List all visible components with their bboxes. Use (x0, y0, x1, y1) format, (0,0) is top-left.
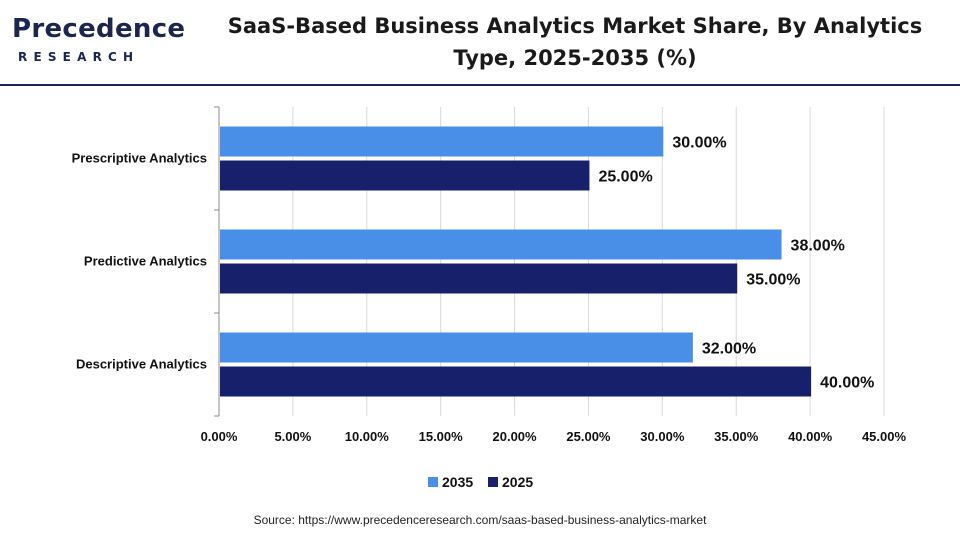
bar-2025 (220, 160, 590, 191)
x-tick-label: 35.00% (714, 429, 759, 444)
x-tick-label: 10.00% (345, 429, 390, 444)
chart-title-line-2: Type, 2025-2035 (%) (453, 46, 697, 70)
x-tick-label: 45.00% (862, 429, 907, 444)
bar-2035 (220, 229, 782, 260)
legend-label: 2025 (502, 474, 533, 490)
bar-2025 (220, 263, 738, 294)
brand-logo: Precedence RESEARCH (12, 12, 185, 68)
data-label: 30.00% (672, 135, 726, 152)
x-tick-label: 0.00% (201, 429, 238, 444)
x-tick-label: 5.00% (274, 429, 311, 444)
bar-2035 (220, 126, 664, 157)
x-tick-label: 20.00% (493, 429, 538, 444)
chart-title: SaaS-Based Business Analytics Market Sha… (200, 10, 950, 74)
header-bar: Precedence RESEARCH SaaS-Based Business … (0, 0, 960, 86)
category-label: Prescriptive Analytics (72, 151, 207, 166)
bar-2025 (220, 366, 812, 397)
data-label: 35.00% (746, 272, 800, 289)
data-label: 25.00% (598, 169, 652, 186)
legend-swatch-2025 (488, 477, 498, 487)
legend-label: 2035 (442, 474, 473, 490)
data-label: 40.00% (820, 375, 874, 392)
x-tick-label: 30.00% (640, 429, 685, 444)
legend-swatch-2035 (428, 477, 438, 487)
x-tick-label: 40.00% (788, 429, 833, 444)
category-label: Predictive Analytics (84, 254, 207, 269)
x-tick-label: 15.00% (419, 429, 464, 444)
data-label: 32.00% (702, 341, 756, 358)
chart-title-line-1: SaaS-Based Business Analytics Market Sha… (227, 14, 923, 38)
logo-subtitle: RESEARCH (18, 50, 140, 64)
source-note: Source: https://www.precedenceresearch.c… (253, 513, 707, 527)
logo-wordmark: Precedence (12, 14, 186, 44)
category-label: Descriptive Analytics (76, 357, 207, 372)
x-tick-label: 25.00% (566, 429, 611, 444)
bar-2035 (220, 332, 693, 363)
data-label: 38.00% (791, 238, 845, 255)
